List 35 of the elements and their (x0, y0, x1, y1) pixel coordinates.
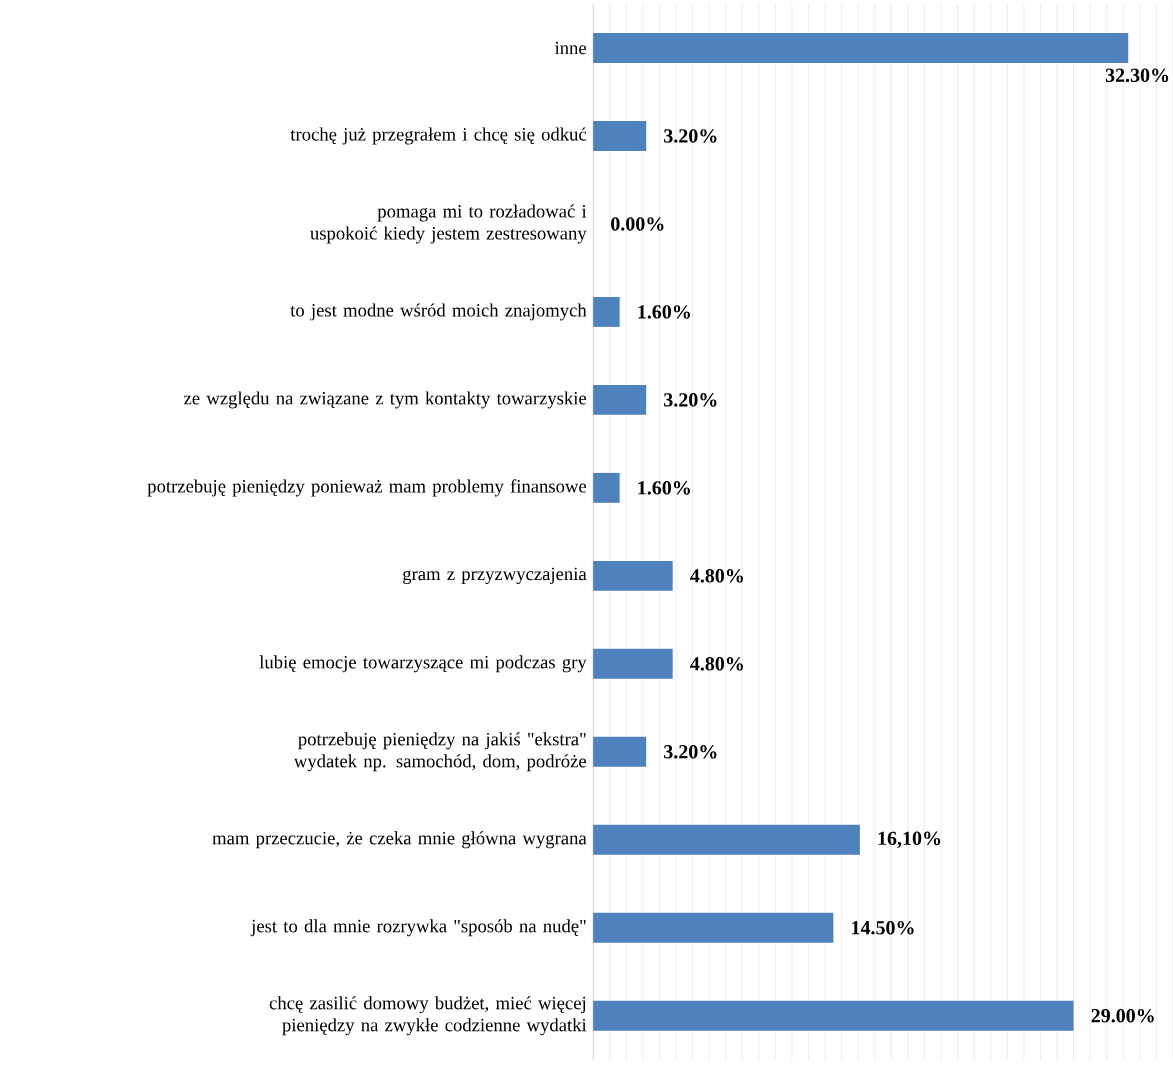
y-tick-label: potrzebuję pieniędzy ponieważ mam problemy finansowe (147, 479, 587, 497)
data-label: 16,10% (878, 831, 941, 849)
y-tick-label: inne (554, 41, 587, 55)
data-label: 0.00% (611, 217, 664, 231)
data-label: 3.20% (664, 129, 717, 143)
data-label: 4.80% (690, 657, 743, 671)
data-label: 1.60% (638, 481, 690, 495)
y-tick-label: ze względu na związane z tym kontakty towarzyskie (184, 391, 587, 409)
y-tick-label: gram z przyzwyczajenia (403, 567, 587, 585)
y-tick-label: jest to dla mnie rozrywka "sposób na nudę" (250, 919, 586, 937)
bar (593, 736, 647, 767)
data-label: 29.00% (1091, 1009, 1154, 1023)
y-tick-label: lubię emocje towarzyszące mi podczas gry (259, 655, 587, 673)
bar (593, 473, 620, 503)
bar (593, 1000, 1074, 1031)
bar (593, 297, 620, 328)
data-label: 1.60% (638, 305, 690, 319)
y-tick-label: pomaga mi to rozładować i uspokoić kiedy jestem zestresowany (310, 204, 587, 244)
bar (593, 912, 834, 943)
bar (593, 649, 673, 679)
y-tick-label: trochę już przegrałem i chcę się odkuć (290, 127, 587, 145)
y-tick-label: mam przeczucie, że czeka mnie główna wygrana (212, 831, 587, 849)
y-tick-label: chcę zasilić domowy budżet, mieć więcej pieniędzy na zwykłe codzienne wydatki (269, 996, 587, 1036)
data-label: 3.20% (664, 393, 717, 407)
y-tick-label: potrzebuję pieniędzy na jakiś "ekstra" wydatek np. samochód, dom, podróże (293, 732, 587, 772)
data-label: 4.80% (690, 569, 743, 583)
data-label: 14.50% (852, 921, 914, 935)
bar (593, 121, 647, 152)
data-label: 3.20% (664, 745, 717, 759)
y-tick-label: to jest modne wśród moich znajomych (290, 303, 587, 321)
bar (593, 824, 860, 855)
bar (593, 33, 1129, 64)
bar (593, 385, 647, 416)
data-label: 32.30% (1105, 68, 1169, 83)
bar (593, 561, 673, 591)
